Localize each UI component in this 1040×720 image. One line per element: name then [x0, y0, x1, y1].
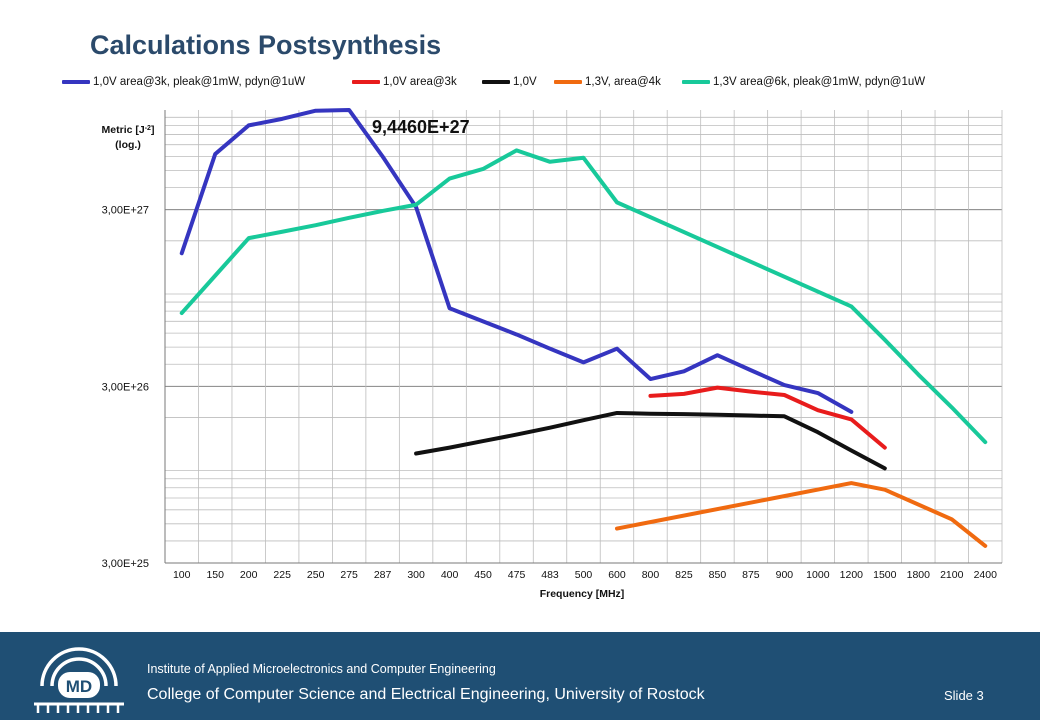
legend-label-series-5: 1,3V area@6k, pleak@1mW, pdyn@1uW: [713, 76, 926, 88]
x-tick-label: 1000: [806, 569, 830, 581]
x-tick-label: 1500: [873, 569, 897, 581]
x-tick-label: 500: [575, 569, 593, 581]
x-tick-label: 600: [608, 569, 626, 581]
series-line-4: [614, 481, 988, 548]
legend-label-series-3: 1,0V: [513, 76, 537, 88]
x-tick-label: 300: [407, 569, 425, 581]
x-tick-label: 875: [742, 569, 760, 581]
legend-item-series-3: 1,0V: [482, 76, 537, 88]
university-logo-icon: MD: [34, 647, 124, 713]
y-axis-label-end: ]: [151, 124, 155, 136]
y-axis-label-main: Metric [J: [102, 124, 145, 136]
x-tick-label: 475: [508, 569, 526, 581]
x-tick-label: 2400: [974, 569, 998, 581]
legend-swatch-series-2: [352, 79, 380, 84]
x-tick-label: 287: [374, 569, 392, 581]
legend-label-series-4: 1,3V, area@4k: [585, 76, 661, 88]
footer-institute: Institute of Applied Microelectronics an…: [147, 662, 496, 676]
chart-axes: 3,00E+25 3,00E+26 3,00E+27 100 150 200 225 250 2…: [102, 110, 1002, 581]
x-tick-label: 1800: [907, 569, 931, 581]
series-line-1: [179, 108, 854, 414]
y-axis-label-sup: -2: [145, 125, 151, 132]
legend-swatch-series-1: [62, 79, 90, 84]
x-tick-label: 1200: [840, 569, 864, 581]
y-tick-label: 3,00E+26: [102, 381, 149, 393]
peak-annotation: 9,4460E+27: [372, 117, 470, 137]
legend-item-series-1: 1,0V area@3k, pleak@1mW, pdyn@1uW: [62, 76, 305, 88]
y-axis-label: Metric [J-2]: [102, 124, 155, 136]
slide-footer: MD Institute of Applied Microelectronics…: [0, 632, 1040, 720]
x-tick-label: 2100: [940, 569, 964, 581]
logo-text: MD: [66, 677, 92, 696]
legend-item-series-4: 1,3V, area@4k: [554, 76, 661, 88]
x-tick-label: 275: [340, 569, 358, 581]
series-line-3: [414, 410, 887, 471]
x-tick-label: 483: [541, 569, 559, 581]
chart-grid: [164, 110, 1003, 564]
chart-legend: 1,0V area@3k, pleak@1mW, pdyn@1uW 1,0V a…: [62, 76, 1022, 96]
x-tick-label: 900: [776, 569, 794, 581]
y-tick-label: 3,00E+25: [102, 558, 149, 570]
series-line-5: [179, 148, 988, 445]
x-tick-label: 800: [642, 569, 660, 581]
x-tick-label: 150: [206, 569, 224, 581]
x-tick-label: 250: [307, 569, 325, 581]
x-tick-label: 825: [675, 569, 693, 581]
chart-series: [179, 108, 988, 548]
legend-item-series-2: 1,0V area@3k: [352, 76, 457, 88]
x-tick-label: 225: [273, 569, 291, 581]
legend-swatch-series-4: [554, 79, 582, 84]
legend-label-series-1: 1,0V area@3k, pleak@1mW, pdyn@1uW: [93, 76, 306, 88]
slide-number: Slide 3: [944, 688, 984, 703]
y-axis-label-line2: (log.): [115, 139, 141, 151]
x-tick-label: 100: [173, 569, 191, 581]
x-axis-label: Frequency [MHz]: [540, 588, 625, 600]
legend-swatch-series-5: [682, 79, 710, 84]
x-tick-label: 850: [709, 569, 727, 581]
legend-swatch-series-3: [482, 79, 510, 84]
x-tick-label: 200: [240, 569, 258, 581]
legend-label-series-2: 1,0V area@3k: [383, 76, 457, 88]
x-tick-label: 450: [474, 569, 492, 581]
chart-plot: 3,00E+25 3,00E+26 3,00E+27 100 150 200 225 250 2…: [102, 108, 1003, 600]
slide-title: Calculations Postsynthesis: [90, 30, 442, 60]
series-line-2: [648, 385, 887, 450]
x-tick-label: 400: [441, 569, 459, 581]
legend-item-series-5: 1,3V area@6k, pleak@1mW, pdyn@1uW: [682, 76, 925, 88]
y-tick-label: 3,00E+27: [102, 205, 149, 217]
footer-college: College of Computer Science and Electric…: [147, 686, 705, 703]
